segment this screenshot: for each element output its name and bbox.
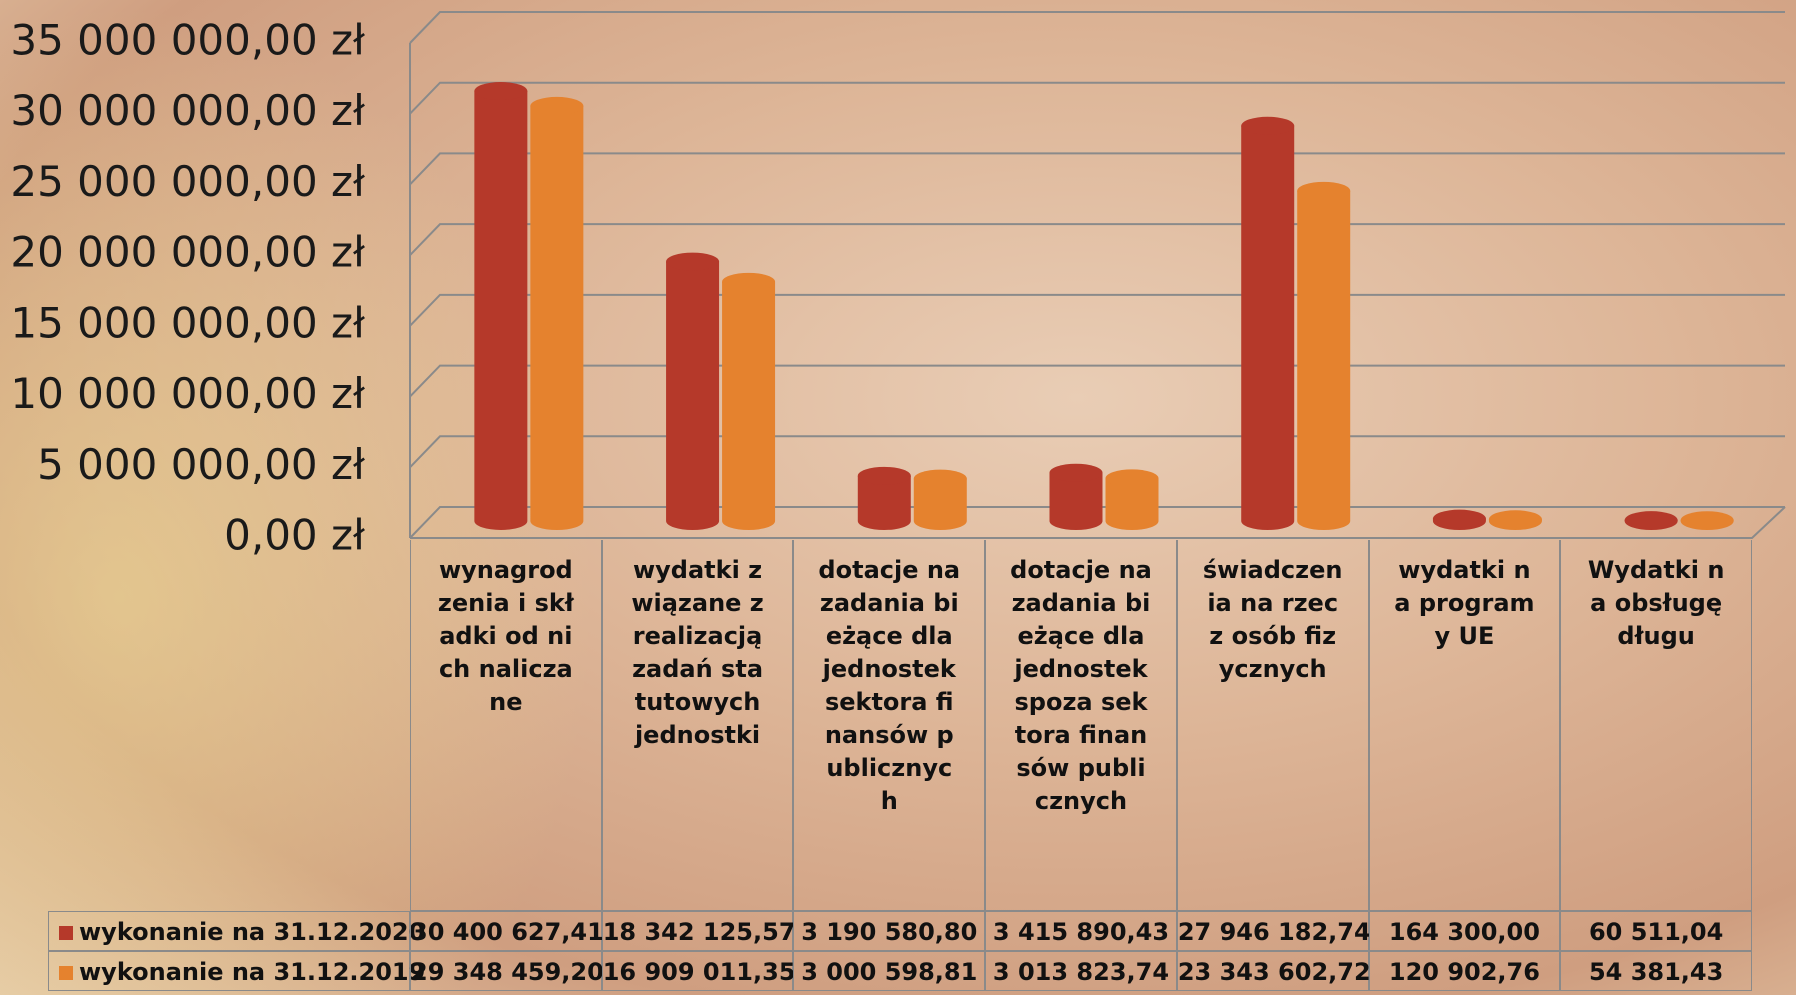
category-label: wydatki na programy UE xyxy=(1368,540,1561,911)
bar xyxy=(530,105,584,531)
y-tick-label: 25 000 000,00 zł xyxy=(10,157,365,206)
y-tick-label: 15 000 000,00 zł xyxy=(10,298,365,347)
value-label: 3 013 823,74 xyxy=(985,951,1177,991)
bar-top xyxy=(1624,511,1678,530)
grid-line xyxy=(409,11,1785,44)
legend-entry: wykonanie na 31.12.2019 xyxy=(48,951,425,991)
grid-line xyxy=(409,364,1785,398)
bar-top xyxy=(1432,509,1486,528)
grid-line xyxy=(409,152,1785,186)
category-label: wynagrodzenia i składki od nich naliczan… xyxy=(410,540,602,911)
value-label: 3 000 598,81 xyxy=(793,951,986,991)
grid-line xyxy=(409,293,1785,327)
bar-top xyxy=(1297,181,1351,200)
bar xyxy=(1049,472,1103,530)
bar xyxy=(722,281,776,530)
bar xyxy=(666,261,720,530)
bar-top xyxy=(530,96,584,115)
value-label: 27 946 182,74 xyxy=(1176,911,1371,951)
category-label: wydatki związane z realizacją zadań stat… xyxy=(601,540,794,911)
grid-line xyxy=(409,223,1785,256)
category-label: dotacje na zadania bieżące dla jednostek… xyxy=(985,540,1177,911)
value-label: 120 902,76 xyxy=(1368,951,1561,991)
bar-top xyxy=(722,272,776,291)
bar-top xyxy=(913,469,967,488)
bar-top xyxy=(1488,510,1542,529)
bar-top xyxy=(1241,116,1295,135)
value-label: 164 300,00 xyxy=(1368,911,1561,951)
bar xyxy=(857,475,911,530)
legend-label: wykonanie na 31.12.2019 xyxy=(79,958,426,986)
category-label: Wydatki na obsługę długu xyxy=(1560,540,1752,911)
bar xyxy=(913,478,967,530)
legend-label: wykonanie na 31.12.2020 xyxy=(79,918,426,946)
value-label: 16 909 011,35 xyxy=(601,951,796,991)
bar xyxy=(1105,478,1159,530)
legend-entry: wykonanie na 31.12.2020 xyxy=(48,911,425,951)
value-label: 3 415 890,43 xyxy=(985,911,1177,951)
grid-line xyxy=(409,81,1785,115)
y-tick-label: 10 000 000,00 zł xyxy=(10,369,365,418)
value-label: 60 511,04 xyxy=(1560,911,1752,951)
bar xyxy=(1297,190,1351,530)
y-tick-label: 5 000 000,00 zł xyxy=(37,440,365,489)
bar-top xyxy=(1680,511,1734,530)
value-label: 18 342 125,57 xyxy=(601,911,796,951)
value-label: 29 348 459,20 xyxy=(410,951,604,991)
y-tick-label: 0,00 zł xyxy=(224,511,365,560)
bar-top xyxy=(474,82,528,101)
y-tick-label: 20 000 000,00 zł xyxy=(10,228,365,277)
category-label: świadczenia na rzecz osób fizycznych xyxy=(1176,540,1369,911)
floor xyxy=(410,506,1786,539)
grid-line xyxy=(409,435,1785,468)
legend-swatch xyxy=(59,926,73,940)
category-label: dotacje na zadania bieżące dla jednostek… xyxy=(793,540,986,911)
bar xyxy=(1241,125,1295,530)
legend-swatch xyxy=(59,966,73,980)
value-label: 30 400 627,41 xyxy=(410,911,604,951)
bar-top xyxy=(857,466,911,485)
value-label: 23 343 602,72 xyxy=(1176,951,1371,991)
value-label: 3 190 580,80 xyxy=(793,911,986,951)
bar-top xyxy=(1049,463,1103,482)
y-tick-label: 30 000 000,00 zł xyxy=(10,86,365,135)
bar-top xyxy=(666,252,720,271)
y-tick-label: 35 000 000,00 zł xyxy=(10,16,365,65)
value-label: 54 381,43 xyxy=(1560,951,1752,991)
bar-top xyxy=(1105,469,1159,488)
bar xyxy=(474,91,528,530)
